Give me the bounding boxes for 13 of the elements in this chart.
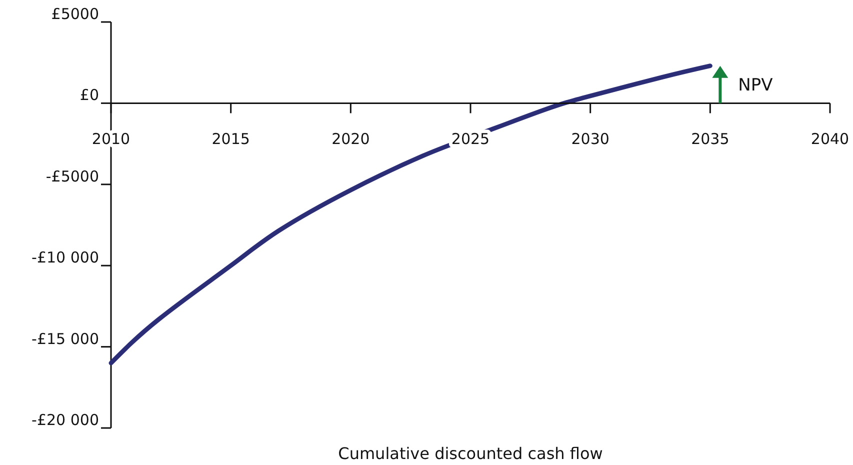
x-tick-label: 2035	[691, 130, 730, 148]
y-tick-label: -£5000	[46, 167, 99, 186]
x-tick-label: 2040	[810, 130, 850, 148]
y-tick-label: £5000	[51, 5, 99, 23]
annotation: NPV	[738, 76, 774, 96]
y-tick-label: -£10 000	[32, 248, 99, 267]
y-tick-label: £0	[80, 86, 99, 104]
x-axis-title: Cumulative discounted cash flow	[338, 444, 603, 463]
x-tick-label: 2020	[332, 130, 370, 148]
y-tick-label: -£20 000	[32, 411, 99, 429]
y-tick-label: -£15 000	[32, 330, 99, 348]
x-tick-label: 2030	[571, 130, 610, 148]
x-tick-label: 2015	[212, 130, 250, 148]
